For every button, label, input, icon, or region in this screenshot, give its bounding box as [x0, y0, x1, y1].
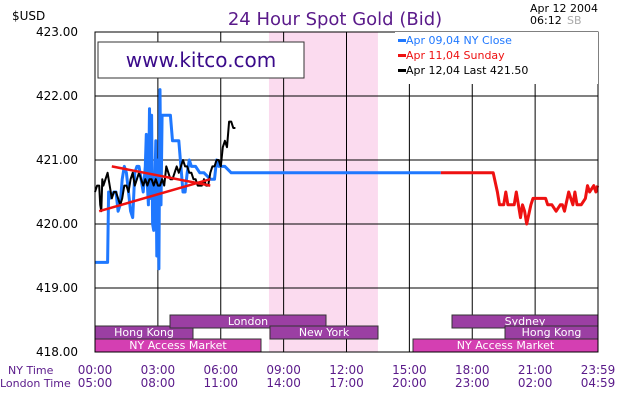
x-tick-label-london: 11:00	[203, 376, 238, 390]
y-tick-label: 423.00	[36, 25, 78, 39]
plot-border	[94, 31, 599, 353]
x-tick-label-ny: 09:00	[266, 363, 301, 377]
x-tick-label-london: 08:00	[141, 376, 176, 390]
london-time-label: London Time	[0, 377, 71, 390]
trend-line	[98, 177, 211, 213]
x-tick-label-london: 20:00	[392, 376, 427, 390]
y-tick-label: 419.00	[36, 281, 78, 295]
session-label: London	[228, 315, 268, 328]
legend-label: Apr 09,04 NY Close	[406, 34, 512, 47]
x-tick-label-ny: 00:00	[78, 363, 113, 377]
price-line	[95, 88, 441, 271]
legend-swatch	[398, 69, 406, 72]
x-tick-label-ny: 12:00	[329, 363, 364, 377]
x-tick-label-london: 05:00	[78, 376, 113, 390]
session-label: NY Access Market	[457, 339, 555, 352]
x-tick-label-ny: 23:59	[581, 363, 616, 377]
chart-title: 24 Hour Spot Gold (Bid)	[228, 9, 442, 30]
x-tick-label-ny: 06:00	[203, 363, 238, 377]
header-date: Apr 12 2004	[530, 2, 598, 15]
price-series	[94, 88, 600, 271]
x-tick-label-london: 02:00	[518, 376, 553, 390]
y-tick-label: 421.00	[36, 153, 78, 167]
session-bar	[269, 325, 379, 340]
x-tick-label-ny: 21:00	[518, 363, 553, 377]
x-axis-ticks: 00:00 03:00 06:00 09:00 12:00 15:00 18:00 21:00…	[78, 363, 616, 390]
session-label: Sydney	[505, 315, 546, 328]
x-tick-label-london: 14:00	[266, 376, 301, 390]
shaded-region	[268, 32, 378, 352]
legend: Apr 09,04 NY Close Apr 11,04 Sunday Apr 12…	[395, 32, 598, 84]
y-tick-label: 422.00	[36, 89, 78, 103]
legend-box	[395, 32, 598, 84]
header-time: 06:12	[530, 14, 562, 27]
ny-time-label: NY Time	[8, 364, 54, 377]
y-axis-ticks: 423.00 422.00 421.00 420.00 419.00 418.00	[36, 25, 78, 359]
y-tick-label: 418.00	[36, 345, 78, 359]
currency-label: $USD	[12, 9, 45, 23]
legend-swatch	[398, 54, 406, 57]
x-tick-label-ny: 03:00	[141, 363, 176, 377]
x-tick-label-london: 04:59	[581, 376, 616, 390]
x-tick-label-ny: 18:00	[455, 363, 490, 377]
watermark-box	[97, 41, 305, 79]
legend-label: Apr 12,04 Last 421.50	[406, 64, 528, 77]
header-tag: SB	[567, 14, 582, 27]
price-line	[94, 120, 236, 213]
session-label: New York	[299, 326, 350, 339]
session-label: NY Access Market	[129, 339, 227, 352]
legend-swatch	[398, 39, 406, 42]
x-tick-label-london: 17:00	[329, 376, 364, 390]
gridlines	[95, 32, 598, 352]
legend-label: Apr 11,04 Sunday	[406, 49, 505, 62]
session-bar	[169, 314, 327, 329]
trend-line	[111, 165, 211, 187]
session-label: Hong Kong	[114, 326, 174, 339]
watermark-text: www.kitco.com	[126, 48, 277, 72]
price-line	[440, 171, 600, 226]
y-tick-label: 420.00	[36, 217, 78, 231]
x-tick-label-london: 23:00	[455, 376, 490, 390]
x-tick-label-ny: 15:00	[392, 363, 427, 377]
session-label: Hong Kong	[522, 326, 582, 339]
